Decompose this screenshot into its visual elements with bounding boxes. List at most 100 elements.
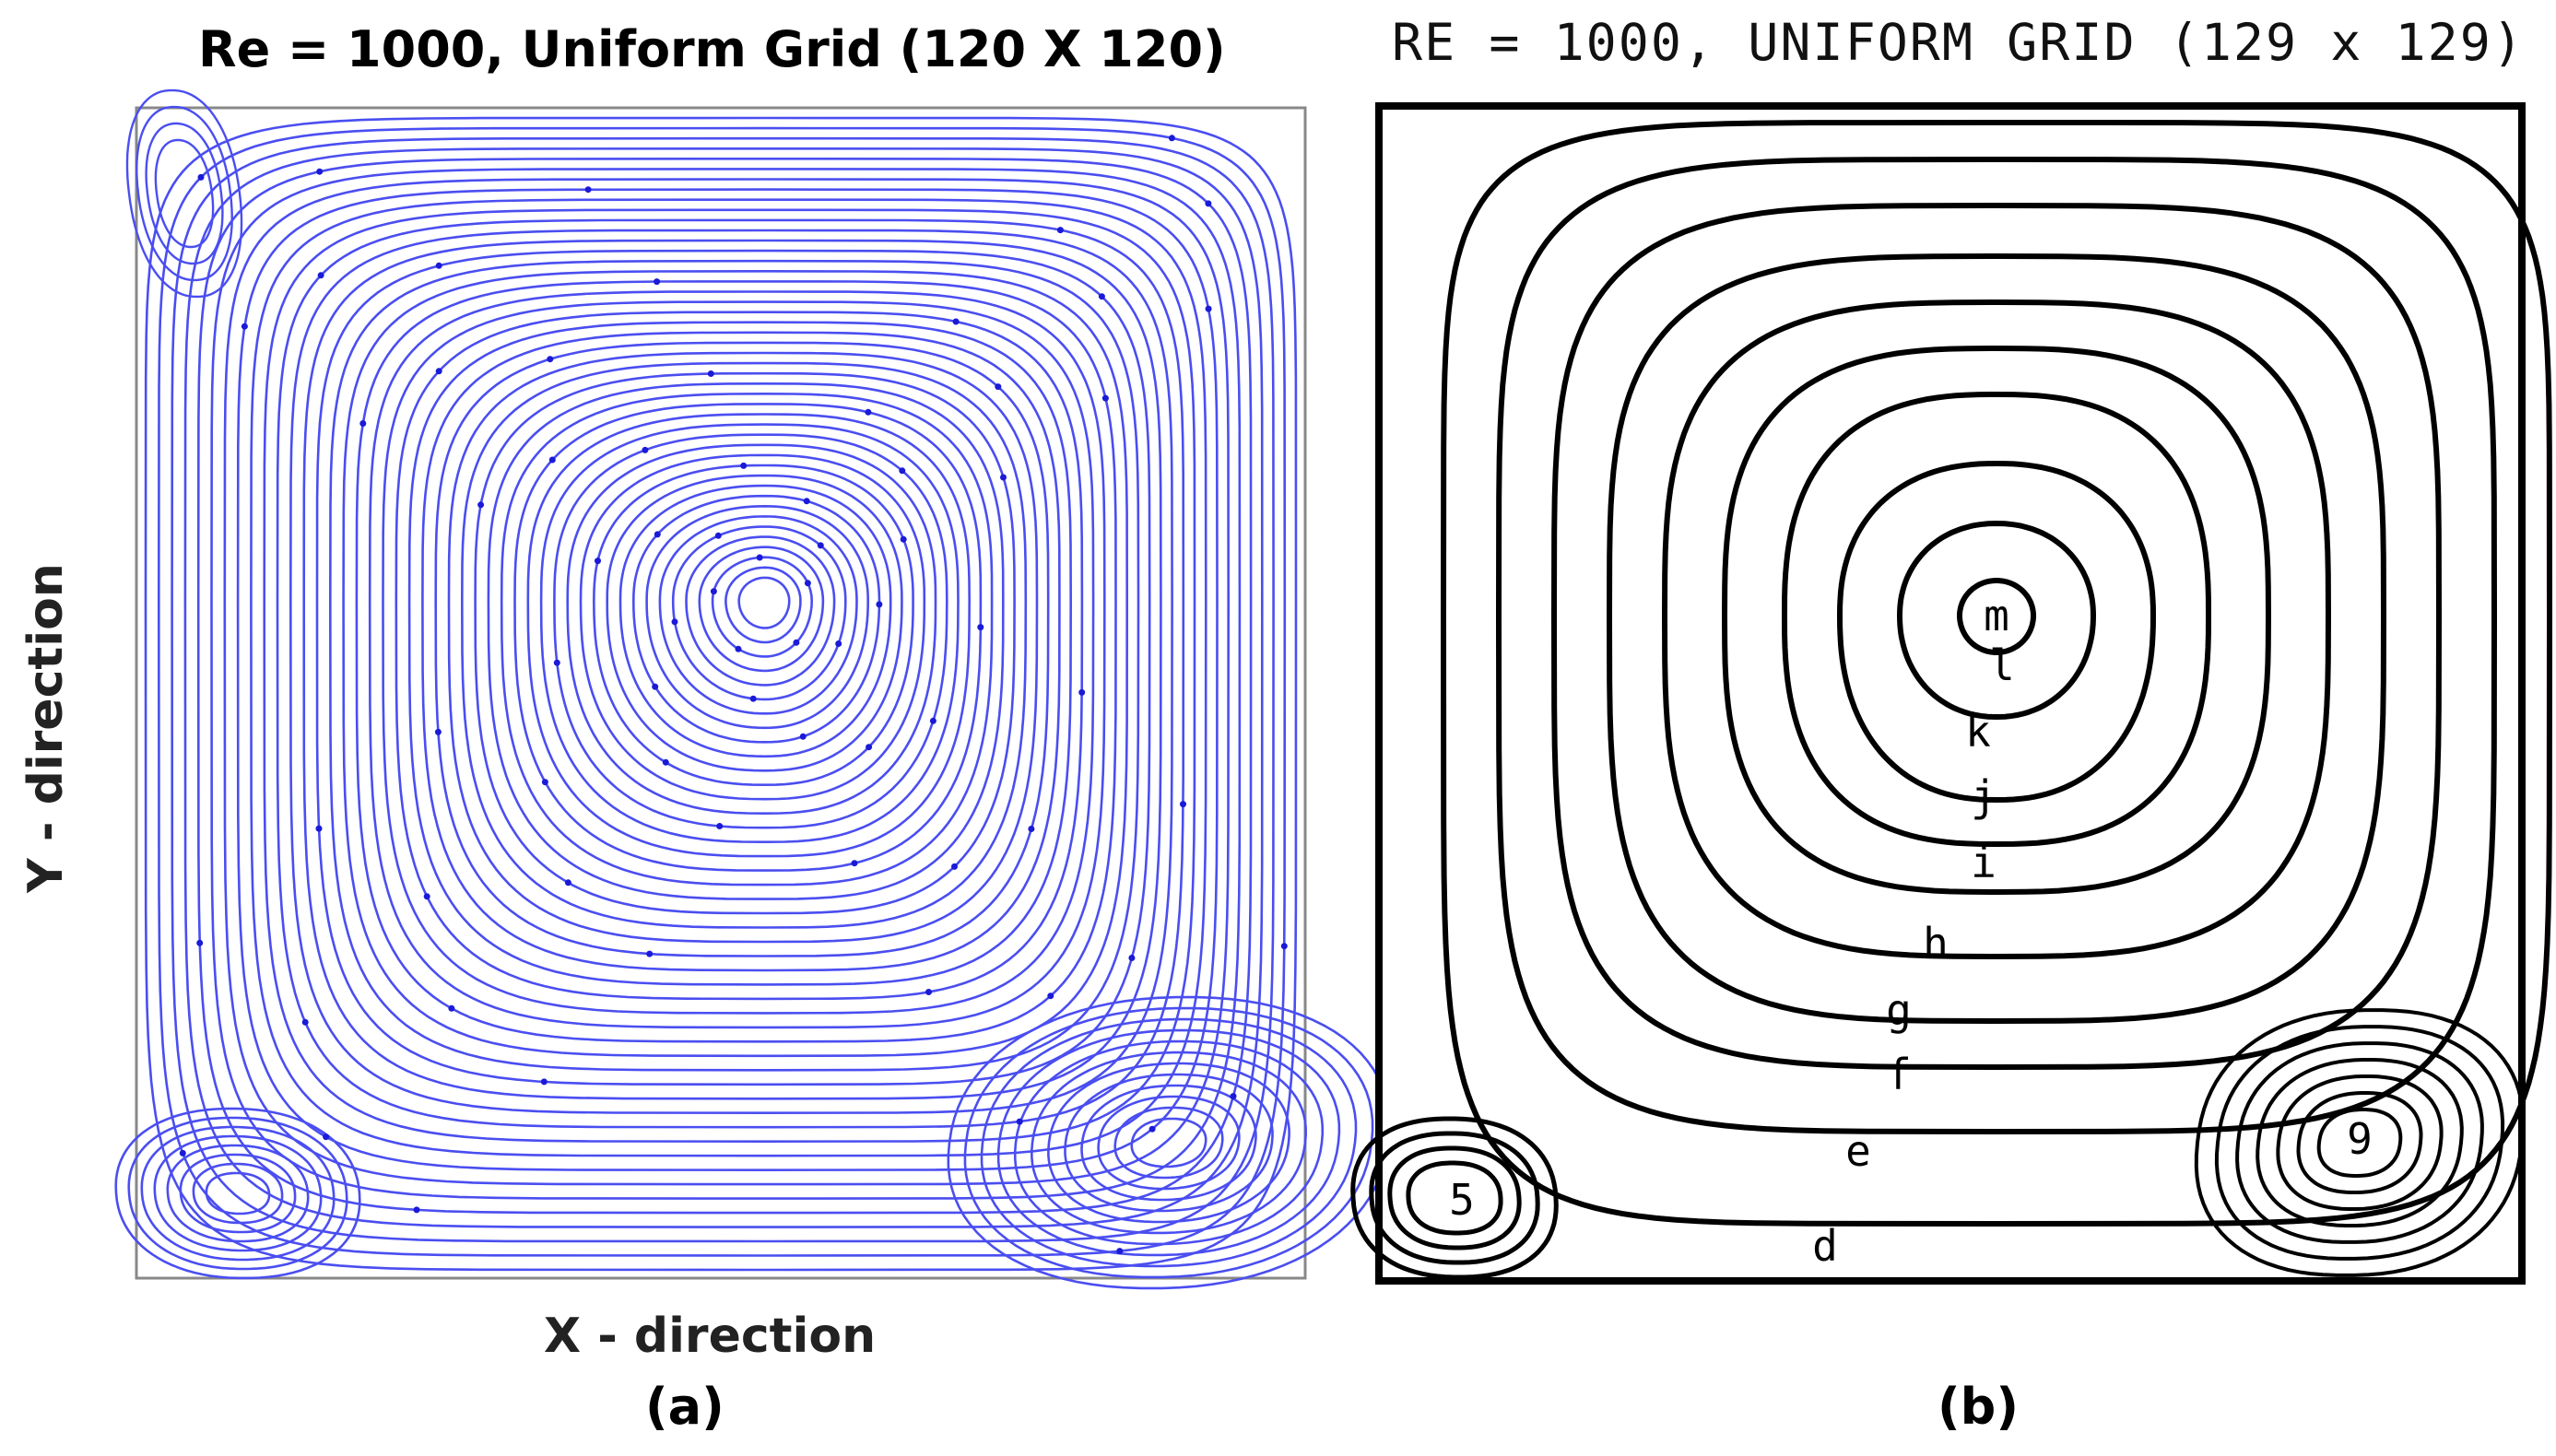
streamline-corner-right [980,1017,1358,1268]
flow-arrow [564,879,571,887]
flow-arrow [477,501,485,509]
streamline-arrows [179,135,1288,1255]
contour-label: m [1984,591,2009,640]
contour-label: e [1845,1126,1871,1176]
flow-arrow [835,640,842,647]
streamline-corner-left [205,1171,271,1215]
contour-lines [1350,119,2553,1280]
flow-arrow [865,408,872,416]
streamline [631,494,881,744]
flow-arrow [671,618,678,626]
streamline-corner-right [1097,1095,1241,1191]
flow-arrow [1280,943,1288,950]
streamline [407,321,1073,986]
x-axis-label: X - direction [544,1309,877,1364]
flow-arrow [951,863,958,870]
streamline [263,208,1196,1144]
streamline [434,341,1050,957]
panel-b-caption: (b) [1938,1378,2020,1436]
flow-arrow [995,383,1002,391]
streamline-corner-topleft [135,105,233,282]
contour-line [1661,299,2332,960]
streamline [606,474,903,772]
flow-arrow [423,893,430,900]
flow-arrow [317,272,324,279]
contour-line [1836,460,2157,804]
streamline [171,136,1275,1243]
contour-label: d [1812,1221,1838,1271]
flow-arrow [359,420,367,427]
contour-label: f [1886,1050,1912,1099]
contour-label: 5 [1449,1175,1475,1225]
flow-arrow [977,624,984,631]
flow-arrow [316,168,324,175]
contour-corner-left [1350,1116,1559,1280]
flow-arrow [241,323,248,330]
streamline-corner-left [114,1107,361,1280]
streamline [144,116,1298,1272]
streamline [526,413,972,858]
flow-arrow [541,779,548,786]
streamline [553,433,948,829]
flow-arrow [714,532,722,539]
streamline [592,464,914,787]
streamline [579,453,926,801]
streamline [671,525,847,701]
contour-line [1957,578,2036,655]
streamline [157,126,1287,1257]
flow-arrow [548,456,556,464]
streamline [276,218,1185,1129]
flow-arrow [817,542,824,549]
streamline-corner-right [963,1006,1374,1279]
flow-arrow [803,498,810,505]
contour-label: i [1971,838,1997,887]
contour-corner-right [2256,1058,2464,1227]
flow-arrow [654,278,661,286]
flow-arrow [315,825,323,832]
streamline [447,351,1039,944]
flow-arrow [749,695,757,702]
flow-arrow [547,356,554,363]
streamline [711,556,814,658]
streamlines [114,88,1391,1290]
panel-a-title: Re = 1000, Uniform Grid (120 X 120) [198,20,1226,78]
streamline-corner-left [153,1134,323,1252]
flow-arrow [866,744,873,751]
contour-line [1550,202,2443,1071]
contour-label: h [1923,919,1949,969]
streamline [500,392,994,887]
streamline-corner-right [1047,1062,1290,1224]
flow-arrow [646,950,654,957]
streamline-corner-right [1080,1084,1257,1202]
flow-arrow [1016,1118,1023,1125]
contour-label: g [1886,985,1912,1035]
flow-arrow [301,1018,309,1026]
contour-label: 9 [2347,1114,2373,1164]
flow-arrow [740,462,748,469]
flow-arrow [448,1004,455,1012]
streamline [539,423,960,844]
streamline [328,259,1140,1072]
streamline-corner-topleft [145,122,224,265]
contour-corner-left [1406,1160,1503,1236]
panel-a-streamline-plot: Re = 1000, Uniform Grid (120 X 120) X - … [18,20,1391,1436]
flow-arrow [793,639,800,646]
streamline-corner-right [1113,1106,1224,1180]
streamline [513,403,983,872]
streamline-corner-left [179,1153,297,1234]
contour-label: j [1971,771,1997,821]
flow-arrow [1101,394,1109,402]
flow-arrow [584,186,592,194]
contour-line [1440,119,2553,1227]
streamline-corner-left [127,1116,348,1271]
flow-arrow [1047,992,1054,1000]
streamline [382,300,1095,1015]
streamline-corner-topleft [125,88,243,299]
streamline-corner-right [1030,1051,1308,1235]
streamline [236,188,1219,1172]
flow-arrow [799,733,807,740]
streamline [368,290,1106,1029]
streamline-corner-right [1064,1073,1274,1213]
